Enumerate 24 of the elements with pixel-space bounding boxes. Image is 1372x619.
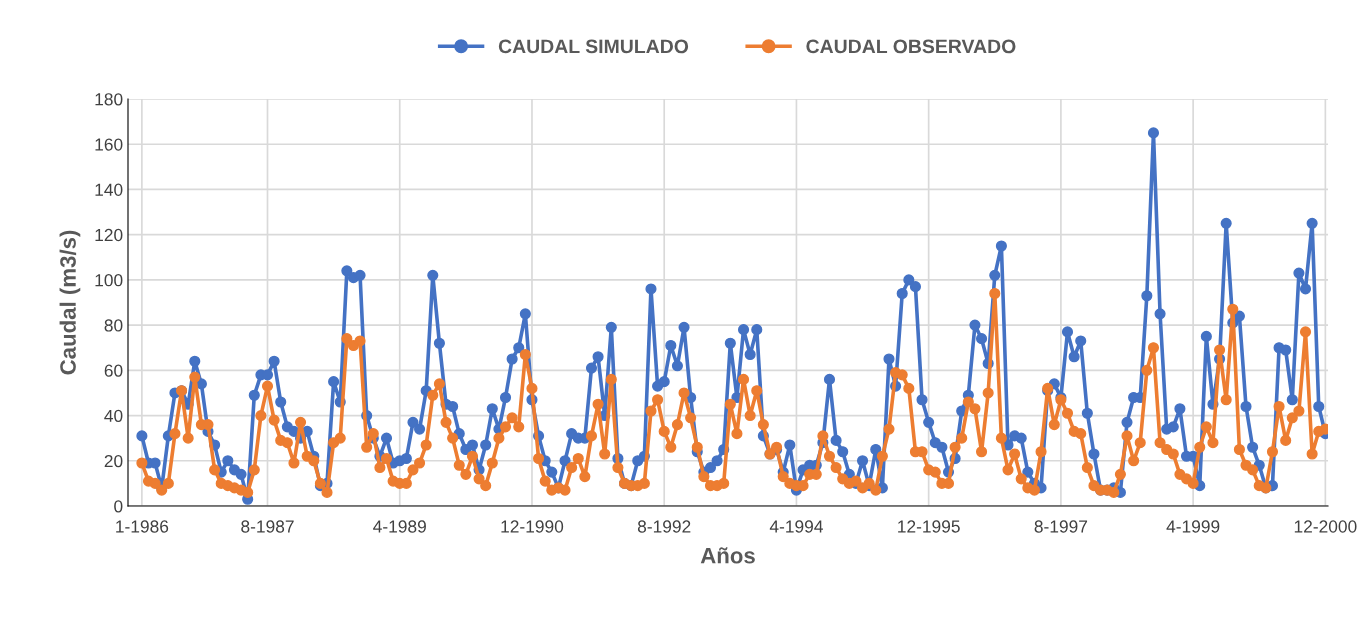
x-axis-title: Años	[700, 547, 755, 564]
y-tick-label: 20	[104, 454, 123, 468]
y-tick-label: 180	[95, 93, 123, 106]
x-tick-label: 1-1986	[116, 520, 169, 533]
x-tick-label: 4-1994	[769, 520, 823, 533]
y-tick-label: 60	[104, 364, 123, 377]
x-tick-label: 8-1997	[1034, 520, 1088, 533]
y-tick-label: 160	[95, 138, 123, 151]
y-tick-label: 120	[95, 228, 123, 242]
y-tick-label: 140	[95, 183, 123, 196]
y-axis-title: Caudal (m3/s)	[59, 230, 81, 375]
x-tick-label: 8-1987	[241, 520, 294, 533]
x-tick-label: 8-1992	[637, 520, 691, 533]
y-tick-label: 0	[114, 500, 123, 513]
y-tick-label: 40	[104, 409, 123, 423]
y-tick-label: 80	[104, 319, 123, 332]
x-tick-label: 4-1989	[373, 520, 426, 533]
x-tick-label: 12-2000	[1294, 520, 1357, 533]
x-tick-label: 12-1995	[898, 520, 960, 533]
legend-label: CAUDAL SIMULADO	[498, 39, 689, 54]
x-tick-label: 12-1990	[501, 520, 564, 533]
x-tick-label: 4-1999	[1166, 520, 1220, 533]
y-tick-label: 100	[95, 274, 123, 287]
legend-label: CAUDAL OBSERVADO	[806, 39, 1016, 54]
